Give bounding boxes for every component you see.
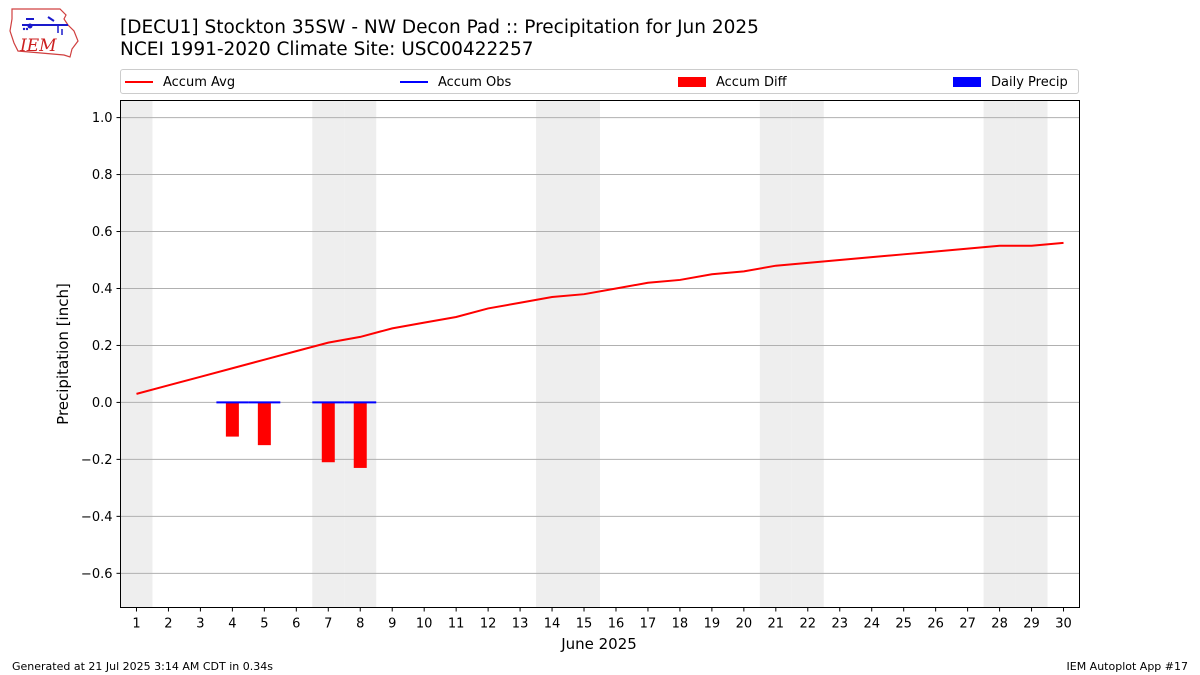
weekend-band-day-7 (312, 100, 345, 608)
legend-item-accum-obs: Accum Obs (400, 74, 511, 90)
legend-item-daily-precip: Daily Precip (953, 74, 1068, 90)
series-lines (136, 241, 1064, 404)
x-tick-label: 19 (704, 617, 721, 632)
logo-text: IEM (19, 36, 57, 56)
legend-item-accum-avg: Accum Avg (125, 74, 235, 90)
y-axis-label: Precipitation [inch] (54, 283, 72, 425)
x-tick-label: 25 (895, 617, 912, 632)
x-tick-label: 13 (512, 617, 529, 632)
chart-title: [DECU1] Stockton 35SW - NW Decon Pad :: … (120, 17, 759, 38)
x-tick-label: 27 (959, 617, 976, 632)
x-tick-label: 14 (544, 617, 561, 632)
x-tick-label: 3 (196, 617, 204, 632)
x-tick-label: 23 (831, 617, 848, 632)
footer-generated: Generated at 21 Jul 2025 3:14 AM CDT in … (12, 660, 273, 673)
y-tick-label: 0.0 (92, 396, 113, 411)
y-tick-label: 0.8 (92, 168, 113, 183)
x-tick-label: 7 (324, 617, 332, 632)
footer-app: IEM Autoplot App #17 (1066, 660, 1189, 673)
y-tick-label: −0.6 (81, 567, 113, 582)
legend-label-accum-diff: Accum Diff (716, 74, 787, 90)
x-tick-label: 2 (164, 617, 172, 632)
y-tick-label: −0.2 (81, 453, 113, 468)
weekend-band-day-15 (568, 100, 600, 608)
y-tick-label: 1.0 (92, 111, 113, 126)
x-tick-label: 4 (228, 617, 236, 632)
x-tick-label: 30 (1055, 617, 1072, 632)
y-axis: −0.6 −0.4 −0.2 0.0 0.2 0.4 0.6 0.8 1.0 (81, 111, 121, 582)
x-tick-label: 12 (480, 617, 497, 632)
x-tick-label: 5 (260, 617, 268, 632)
weekend-bands (120, 100, 1048, 608)
legend-swatch-accum-obs (400, 81, 428, 83)
x-tick-label: 22 (800, 617, 817, 632)
line-accum-avg (136, 241, 1064, 395)
x-tick-label: 9 (388, 617, 396, 632)
legend-label-accum-obs: Accum Obs (438, 74, 512, 90)
x-tick-label: 28 (991, 617, 1008, 632)
x-axis-label: June 2025 (560, 635, 637, 653)
weekend-band-day-1 (120, 100, 153, 608)
x-tick-label: 1 (132, 617, 140, 632)
x-tick-label: 29 (1023, 617, 1040, 632)
plot-frame (120, 100, 1080, 608)
chart-subtitle: NCEI 1991-2020 Climate Site: USC00422257 (120, 39, 534, 60)
y-tick-label: 0.4 (92, 282, 113, 297)
bar-accum-diff-day-8 (353, 402, 367, 468)
x-tick-label: 18 (672, 617, 689, 632)
legend-swatch-daily-precip (953, 77, 981, 87)
x-tick-label: 17 (640, 617, 657, 632)
legend-label-daily-precip: Daily Precip (991, 74, 1068, 90)
weekend-band-day-14 (536, 100, 569, 608)
bar-accum-diff-day-7 (321, 402, 335, 463)
x-tick-label: 16 (608, 617, 625, 632)
bar-accum-diff-day-5 (257, 402, 271, 446)
x-tick-label: 10 (416, 617, 433, 632)
y-tick-label: 0.6 (92, 225, 113, 240)
y-tick-label: 0.2 (92, 339, 113, 354)
x-tick-label: 21 (768, 617, 785, 632)
weekend-band-day-29 (1015, 100, 1048, 608)
x-tick-label: 24 (863, 617, 880, 632)
y-tick-label: −0.4 (81, 510, 113, 525)
x-tick-label: 8 (356, 617, 364, 632)
weekend-band-day-8 (344, 100, 377, 608)
x-tick-label: 11 (448, 617, 465, 632)
legend: Accum Avg Accum Obs Accum Diff Daily Pre… (120, 69, 1079, 94)
weekend-band-day-28 (983, 100, 1016, 608)
bar-accum-diff-day-4 (225, 402, 239, 437)
x-tick-label: 6 (292, 617, 300, 632)
x-tick-label: 20 (736, 617, 753, 632)
legend-item-accum-diff: Accum Diff (678, 74, 787, 90)
weekend-band-day-22 (791, 100, 824, 608)
legend-swatch-accum-diff (678, 77, 706, 87)
diff-bars (225, 402, 367, 468)
x-tick-label: 15 (576, 617, 593, 632)
x-tick-label: 26 (927, 617, 944, 632)
x-axis: 1 2 3 4 5 6 7 8 9 10 11 12 13 14 15 16 17 18 19 20 21 22 23 24 2… (132, 607, 1072, 632)
iem-logo: IEM (9, 8, 79, 58)
legend-swatch-accum-avg (125, 81, 153, 83)
weekend-band-day-21 (759, 100, 792, 608)
y-grid (120, 117, 1080, 574)
legend-label-accum-avg: Accum Avg (163, 74, 236, 90)
